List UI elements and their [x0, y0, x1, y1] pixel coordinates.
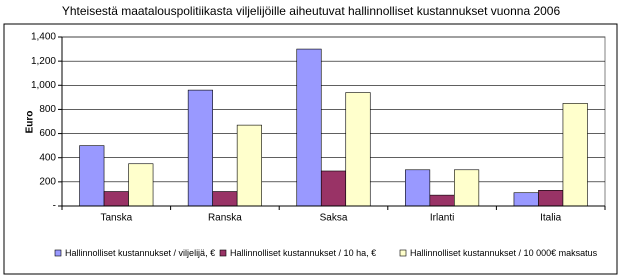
bar: [187, 89, 213, 207]
y-tick-label: 1,400: [31, 32, 56, 43]
legend-swatch: [54, 249, 62, 257]
bar: [562, 103, 588, 207]
x-tick-label: Italia: [540, 213, 562, 224]
legend-label: Hallinnolliset kustannukset / viljelijä,…: [65, 248, 215, 258]
bar: [405, 169, 431, 207]
y-tick-label: 1,000: [31, 80, 56, 91]
y-tick-label: 200: [39, 176, 56, 187]
legend-swatch: [399, 249, 407, 257]
bar: [454, 169, 480, 207]
legend-label: Hallinnolliset kustannukset / 10 000€ ma…: [410, 248, 598, 258]
x-tick-label: Ranska: [208, 213, 242, 224]
bar: [513, 192, 539, 207]
bar: [538, 190, 564, 207]
bar: [103, 191, 129, 207]
y-tick-label: 600: [39, 128, 56, 139]
y-tick-label: 1,200: [31, 56, 56, 67]
bar: [79, 145, 105, 207]
y-axis-label: Euro: [25, 111, 36, 134]
bar: [236, 124, 262, 207]
bar: [345, 92, 371, 207]
y-tick-label: 400: [39, 152, 56, 163]
bar: [296, 48, 322, 207]
bar: [429, 194, 455, 207]
bar: [212, 191, 238, 207]
legend-swatch: [219, 249, 227, 257]
x-tick-label: Saksa: [320, 213, 348, 224]
y-tick-label: -: [53, 201, 56, 212]
legend-label: Hallinnolliset kustannukset / 10 ha, €: [230, 248, 376, 258]
x-tick-label: Tanska: [100, 213, 132, 224]
chart-title: Yhteisestä maatalouspolitiikasta viljeli…: [62, 4, 561, 18]
bar: [128, 163, 154, 207]
x-tick-label: Irlanti: [430, 213, 454, 224]
y-tick-label: 800: [39, 104, 56, 115]
bar: [320, 170, 347, 207]
